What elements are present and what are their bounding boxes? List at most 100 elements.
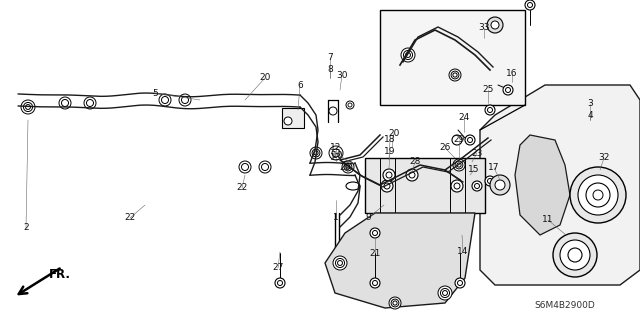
Circle shape <box>406 169 418 181</box>
Circle shape <box>438 286 452 300</box>
Circle shape <box>372 280 378 286</box>
Circle shape <box>485 176 495 186</box>
Circle shape <box>553 233 597 277</box>
Bar <box>365 158 485 213</box>
Circle shape <box>346 101 354 109</box>
Circle shape <box>21 100 35 114</box>
Bar <box>282 108 304 128</box>
Circle shape <box>278 280 282 286</box>
Circle shape <box>472 181 482 191</box>
Circle shape <box>457 163 461 167</box>
Circle shape <box>488 179 493 183</box>
Text: 27: 27 <box>272 263 284 272</box>
Text: 2: 2 <box>23 224 29 233</box>
Circle shape <box>182 97 189 103</box>
Text: 11: 11 <box>542 216 554 225</box>
Text: 33: 33 <box>478 24 490 33</box>
Circle shape <box>332 149 340 157</box>
Circle shape <box>179 94 191 106</box>
Circle shape <box>406 53 410 57</box>
Circle shape <box>284 117 292 125</box>
Text: 12: 12 <box>330 143 342 152</box>
Text: 21: 21 <box>369 249 381 257</box>
Circle shape <box>455 278 465 288</box>
Circle shape <box>393 301 397 305</box>
Circle shape <box>335 258 344 268</box>
Circle shape <box>467 137 472 143</box>
Circle shape <box>312 149 320 157</box>
Circle shape <box>342 161 354 173</box>
Circle shape <box>488 108 493 113</box>
Circle shape <box>401 48 415 62</box>
Circle shape <box>527 3 532 8</box>
Circle shape <box>384 183 390 189</box>
Circle shape <box>586 183 610 207</box>
Circle shape <box>344 163 352 171</box>
Text: 20: 20 <box>388 129 400 137</box>
Text: 9: 9 <box>365 213 371 222</box>
Polygon shape <box>480 85 640 285</box>
Text: 22: 22 <box>236 183 248 192</box>
Circle shape <box>310 147 322 159</box>
Circle shape <box>381 180 393 192</box>
Circle shape <box>458 280 463 286</box>
Text: 15: 15 <box>468 166 480 174</box>
Circle shape <box>440 288 449 298</box>
Circle shape <box>389 297 401 309</box>
Circle shape <box>495 180 505 190</box>
Circle shape <box>24 102 33 112</box>
Text: 25: 25 <box>483 85 493 94</box>
Text: 29: 29 <box>453 136 465 145</box>
Text: 5: 5 <box>152 88 158 98</box>
Text: 6: 6 <box>297 80 303 90</box>
Circle shape <box>59 97 71 109</box>
Text: 30: 30 <box>336 70 348 79</box>
Text: 17: 17 <box>488 164 500 173</box>
Circle shape <box>370 278 380 288</box>
Text: FR.: FR. <box>49 269 71 281</box>
Bar <box>380 10 525 105</box>
Circle shape <box>26 105 31 109</box>
Ellipse shape <box>346 182 360 190</box>
Circle shape <box>262 164 269 170</box>
Circle shape <box>578 175 618 215</box>
Circle shape <box>159 94 171 106</box>
Text: 23: 23 <box>471 149 483 158</box>
Text: 24: 24 <box>458 114 470 122</box>
Circle shape <box>333 256 347 270</box>
Circle shape <box>386 172 392 178</box>
Circle shape <box>161 97 168 103</box>
Text: 13: 13 <box>330 153 342 162</box>
Text: S6M4B2900D: S6M4B2900D <box>534 301 595 310</box>
Circle shape <box>570 167 626 223</box>
Circle shape <box>259 161 271 173</box>
Circle shape <box>453 159 465 171</box>
Circle shape <box>391 299 399 307</box>
Polygon shape <box>515 135 570 235</box>
Circle shape <box>455 161 463 169</box>
Circle shape <box>442 291 447 295</box>
Circle shape <box>372 231 378 235</box>
Text: 28: 28 <box>410 158 420 167</box>
Text: 18: 18 <box>384 136 396 145</box>
Circle shape <box>487 17 503 33</box>
Circle shape <box>329 107 337 115</box>
Circle shape <box>451 71 459 79</box>
Text: 7: 7 <box>327 54 333 63</box>
Circle shape <box>383 169 395 181</box>
Circle shape <box>560 240 590 270</box>
Circle shape <box>348 103 352 107</box>
Text: 32: 32 <box>598 153 610 162</box>
Circle shape <box>329 146 343 160</box>
Circle shape <box>568 248 582 262</box>
Text: 16: 16 <box>506 69 518 78</box>
Circle shape <box>451 180 463 192</box>
Circle shape <box>239 161 251 173</box>
Circle shape <box>403 50 413 60</box>
Circle shape <box>449 69 461 81</box>
Circle shape <box>525 0 535 10</box>
Circle shape <box>409 172 415 178</box>
Text: 3: 3 <box>587 100 593 108</box>
Circle shape <box>490 175 510 195</box>
Text: 14: 14 <box>458 248 468 256</box>
